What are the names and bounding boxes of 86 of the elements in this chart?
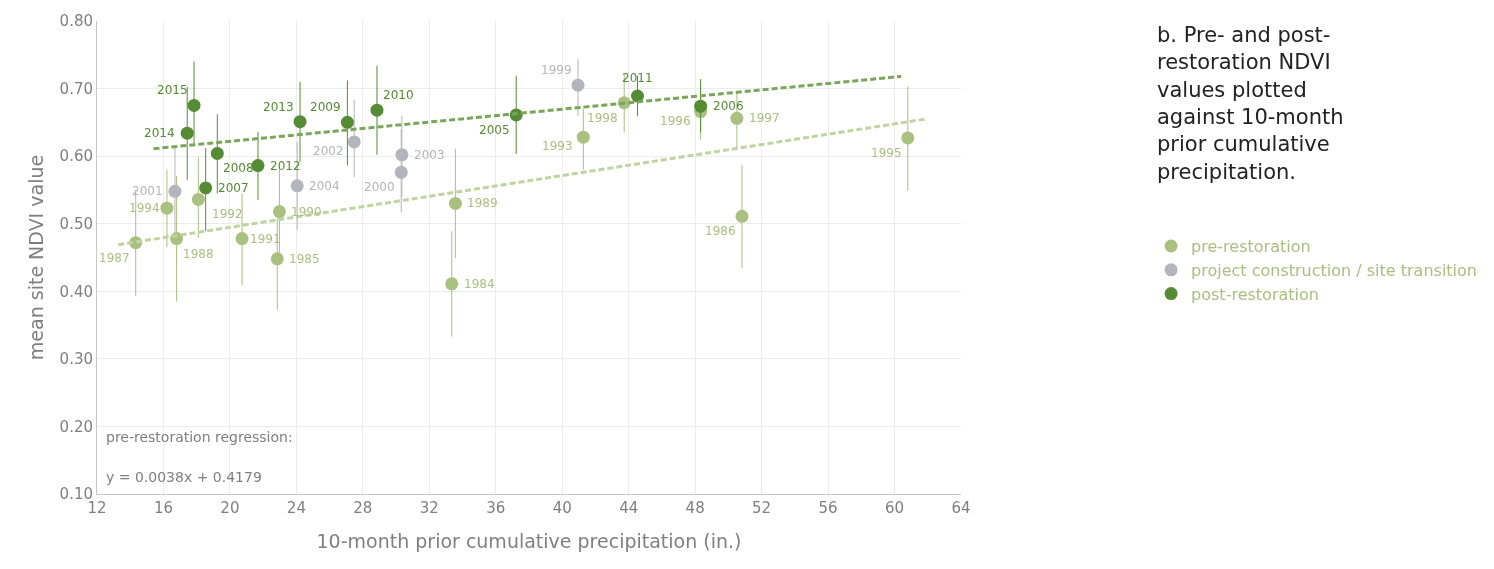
x-tick-label: 28 — [353, 499, 373, 517]
annotation: 1999 — [541, 63, 572, 77]
x-tick-label: 32 — [419, 499, 439, 517]
y-tick-label: 0.20 — [59, 417, 93, 436]
point — [631, 89, 644, 103]
annotation: 1993 — [542, 139, 573, 153]
annotation: 2008 — [223, 161, 254, 175]
y-tick-label: 0.40 — [59, 282, 93, 301]
text: b. Pre- and post-restoration NDVI values plotted against 10-month prior cumulative precipitation. — [1157, 23, 1344, 184]
x-tick-label: 12 — [87, 499, 107, 517]
x-tick-label: 60 — [884, 499, 905, 517]
x-tick-label: 16 — [153, 499, 174, 517]
annotation: 1996 — [660, 114, 691, 128]
point — [347, 135, 361, 149]
x-tick-label: 48 — [685, 499, 705, 517]
annotation: 1985 — [289, 252, 320, 266]
point — [168, 184, 182, 198]
annotation: 1987 — [99, 251, 130, 265]
annotation: 1984 — [464, 277, 495, 291]
point — [270, 252, 284, 266]
annotation: 2003 — [414, 148, 445, 162]
annotation: 2002 — [313, 144, 344, 158]
y-tick-label: 0.50 — [59, 214, 93, 233]
point — [394, 165, 408, 179]
x-tick-label: 44 — [619, 499, 639, 517]
annotation: y = 0.0038x + 0.4179 — [106, 469, 262, 485]
point — [290, 179, 304, 193]
point — [199, 181, 213, 195]
annotation: 2013 — [263, 100, 294, 114]
x-tick-label: 52 — [752, 499, 772, 517]
y-tick-label: 0.80 — [59, 12, 93, 31]
annotation: 2005 — [479, 123, 510, 137]
x-tick-label: 24 — [286, 499, 306, 517]
annotation: 2000 — [364, 180, 395, 194]
x-tick-label: 56 — [818, 499, 838, 517]
point — [571, 78, 585, 92]
point — [340, 115, 354, 129]
y-tick-label: 0.70 — [59, 79, 93, 98]
point — [160, 201, 174, 215]
annotation: 1997 — [749, 111, 780, 125]
annotation: 1988 — [183, 247, 214, 261]
point — [576, 130, 590, 144]
annotation: 2011 — [622, 71, 653, 85]
annotation: 1998 — [587, 111, 618, 125]
x-tick-label: 36 — [486, 499, 506, 517]
annotation: 2009 — [310, 100, 341, 114]
annotation: 1989 — [467, 196, 498, 210]
x-tick-label: 40 — [552, 499, 572, 517]
x-tick-label: 64 — [951, 499, 971, 517]
point — [395, 148, 409, 162]
point — [251, 159, 265, 173]
legend-label: pre-restoration — [1191, 237, 1311, 257]
annotation: 1992 — [212, 207, 243, 221]
point — [445, 277, 459, 291]
x-tick-label: 20 — [220, 499, 240, 517]
annotation: 2006 — [713, 99, 744, 113]
point — [235, 232, 249, 246]
y-axis-title: mean site NDVI value — [25, 154, 48, 361]
y-tick-label: 0.30 — [59, 350, 93, 369]
point — [187, 98, 201, 112]
annotation: 1995 — [871, 146, 902, 160]
point — [180, 126, 194, 140]
annotation: 2007 — [218, 181, 249, 195]
point — [272, 205, 286, 219]
legend-label: project construction / site transition — [1191, 261, 1477, 281]
annotation: 2010 — [383, 88, 414, 102]
annotation: 2004 — [309, 179, 340, 193]
annotation: 1990 — [291, 205, 322, 219]
point — [735, 209, 749, 223]
annotation: 2012 — [270, 159, 301, 173]
annotation: 2015 — [157, 83, 188, 97]
point — [694, 99, 708, 113]
annotation: 2014 — [144, 126, 175, 140]
annotation: pre-restoration regression: — [106, 429, 293, 445]
annotation: 1986 — [705, 224, 736, 238]
x-axis-title: 10-month prior cumulative precipitation (in.) — [316, 529, 742, 552]
point — [210, 146, 224, 160]
point — [370, 103, 384, 117]
point — [293, 115, 307, 129]
annotation: 2001 — [132, 184, 163, 198]
legend-label: post-restoration — [1191, 284, 1319, 304]
y-tick-label: 0.60 — [59, 147, 93, 166]
point — [191, 192, 205, 206]
point — [901, 131, 915, 145]
point — [730, 111, 744, 125]
point — [448, 196, 462, 210]
